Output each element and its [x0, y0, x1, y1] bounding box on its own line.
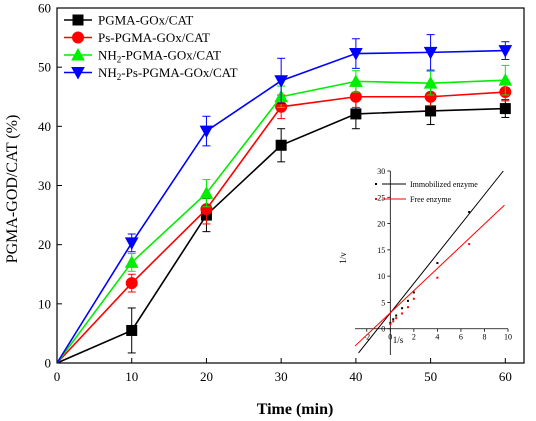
inset-data-point [436, 276, 439, 279]
legend: PGMA-GOx/CAT Ps-PGMA-GOx/CAT NH2-PGMA-GOx/… [64, 13, 238, 82]
x-tick-label: 20 [200, 369, 213, 384]
y-tick-label: 40 [38, 119, 51, 134]
inset-data-point [401, 312, 404, 315]
data-point [423, 46, 438, 60]
series-line [56, 79, 506, 364]
inset-y-tick-label: 25 [377, 193, 385, 202]
y-tick-label: 30 [38, 178, 51, 193]
x-tick-label: 10 [125, 369, 138, 384]
inset-x-tick-label: 0 [388, 333, 392, 342]
fit-line [354, 204, 505, 347]
inset-plot: -2 0 2 4 6 8 10 0 5 10 15 20 25 30 Immobilized enzyme F… [354, 167, 512, 355]
legend-marker [72, 31, 84, 44]
data-point [199, 125, 214, 139]
legend-label: NH2-PGMA-GOx/CAT [98, 48, 221, 65]
data-point [349, 74, 363, 87]
inset-legend-label: Free enzyme [410, 195, 452, 204]
y-tick-label: 10 [38, 296, 51, 311]
inset-y-tick-label: 5 [381, 298, 385, 307]
inset-y-axis-title: 1/v [338, 252, 348, 264]
inset-data-point [392, 318, 395, 321]
legend-label: Ps-PGMA-GOx/CAT [98, 30, 210, 45]
data-point [425, 105, 437, 117]
inset-data-point [395, 317, 398, 320]
inset-x-tick-label: 2 [412, 333, 416, 342]
data-point [349, 90, 362, 103]
legend-marker [71, 67, 85, 80]
inset-data-point [392, 320, 395, 323]
legend-marker [71, 47, 85, 61]
inset-legend-marker [375, 198, 377, 200]
inset-data-point [436, 262, 439, 264]
inset-data-point [389, 322, 392, 325]
y-tick-label: 60 [38, 1, 51, 16]
inset-x-tick-label: 8 [482, 333, 486, 342]
inset-data-point [468, 243, 471, 246]
inset-x-tick-label: 4 [435, 333, 439, 342]
series-0 [56, 96, 511, 364]
inset-data-point [406, 299, 409, 302]
fit-line [358, 170, 504, 354]
inset-data-point [395, 314, 398, 317]
data-point [350, 108, 362, 120]
x-axis-title: Time (min) [257, 401, 334, 418]
inset-y-tick-label: 20 [377, 220, 385, 229]
inset-legend: Immobilized enzyme Free enzyme [375, 180, 478, 204]
y-tick-label: 0 [45, 356, 52, 371]
inset-legend-label: Immobilized enzyme [410, 180, 478, 189]
y-tick-label: 50 [38, 60, 51, 75]
data-point [499, 103, 511, 115]
inset-x-tick-label: 10 [504, 333, 512, 342]
inset-legend-marker [375, 183, 377, 185]
inset-y-tick-label: 10 [377, 272, 385, 281]
inset-data-point [401, 307, 404, 310]
series-3 [56, 34, 513, 364]
y-tick-label: 20 [38, 237, 51, 252]
data-point [498, 45, 513, 58]
main-plot: 0 10 20 30 40 50 600102030405060PGMA-GOx/CATPs… [38, 1, 525, 384]
x-tick-label: 60 [499, 369, 512, 384]
x-tick-label: 0 [54, 369, 61, 384]
data-point [498, 73, 513, 86]
data-point [125, 277, 138, 290]
data-point [126, 324, 138, 336]
legend-marker [72, 14, 84, 26]
inset-data-point [389, 321, 392, 324]
inset-data-point [412, 291, 415, 294]
inset-data-point [406, 306, 409, 309]
inset-y-tick-label: 0 [381, 325, 385, 334]
x-tick-label: 50 [424, 369, 437, 384]
data-point [124, 237, 139, 250]
series-1 [56, 82, 512, 364]
x-tick-label: 40 [349, 369, 362, 384]
x-tick-label: 30 [275, 369, 288, 384]
inset-data-point [468, 211, 471, 214]
legend-label: PGMA-GOx/CAT [98, 13, 193, 28]
data-point [349, 48, 363, 61]
data-point [275, 139, 287, 151]
data-point [423, 76, 438, 89]
inset-x-tick-label: -2 [363, 333, 370, 342]
data-point [124, 255, 139, 268]
y-axis-title: PGMA-GOD/CAT (%) [4, 115, 21, 264]
inset-y-tick-label: 15 [377, 246, 385, 255]
inset-x-axis-title: 1/s [393, 335, 404, 345]
inset-series-1 [354, 204, 505, 347]
inset-x-tick-label: 6 [459, 333, 463, 342]
inset-data-point [412, 297, 415, 300]
data-point [199, 186, 214, 199]
data-point [274, 75, 289, 88]
legend-label: NH2-Ps-PGMA-GOx/CAT [98, 65, 238, 82]
inset-y-tick-label: 30 [377, 167, 385, 176]
inset-series-0 [358, 170, 504, 354]
